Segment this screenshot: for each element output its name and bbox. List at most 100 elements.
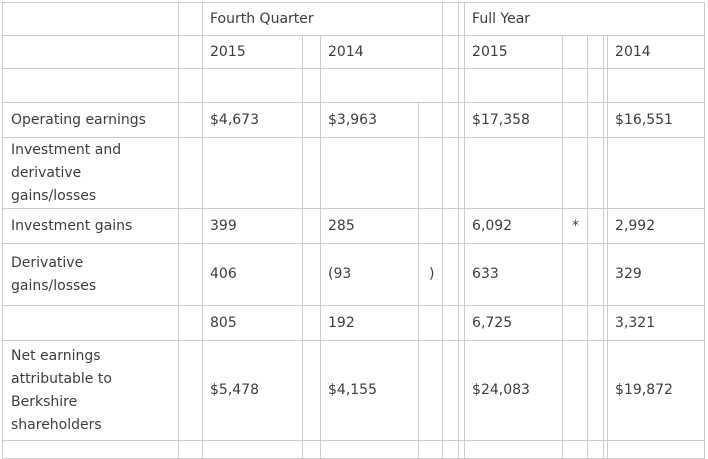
spacer-cell [587,208,605,244]
year-header: 2015 [464,35,564,69]
value-cell: 633 [464,243,564,306]
row-label-cell [2,68,179,103]
spacer-cell [442,102,460,138]
spacer-cell [178,68,203,103]
value-cell [319,68,444,103]
paren-cell [417,305,444,341]
value-cell [607,137,706,209]
value-cell: $5,478 [202,340,303,441]
value-cell [202,137,303,209]
value-cell: 399 [202,208,303,244]
paren-cell [417,102,444,138]
spacer-cell [178,243,203,306]
value-cell: $24,083 [464,340,564,441]
row-header-groups: Fourth Quarter Full Year [2,2,706,36]
paren-cell: ) [417,243,444,306]
value-cell [464,440,564,459]
corner-cell [2,2,179,36]
spacer-cell [302,137,321,209]
spacer-cell [178,137,203,209]
row-label-cell: Investment and derivative gains/losses [2,137,179,209]
row-investment-gains: Investment gains 399 285 6,092 * 2,992 [2,208,706,244]
year-header: 2015 [202,35,303,69]
value-cell: $3,963 [320,102,419,138]
footnote-cell [562,340,589,441]
row-label-cell: Derivative gains/losses [2,243,179,306]
row-operating-earnings: Operating earnings $4,673 $3,963 $17,358 $16… [2,102,706,138]
row-label-cell: Net earnings attributable to Berkshire s… [2,340,179,441]
value-cell [607,68,706,103]
spacer-cell [178,208,203,244]
spacer-cell [178,440,203,459]
row-tail [2,440,706,459]
row-net-earnings: Net earnings attributable to Berkshire s… [2,340,706,441]
column-group-header-full-year: Full Year [464,2,706,36]
value-cell [464,68,564,103]
spacer-cell [587,35,605,69]
value-cell: 6,092 [464,208,564,244]
spacer-cell [442,35,460,69]
paren-cell [417,208,444,244]
value-cell: (93 [320,243,419,306]
value-cell: $16,551 [607,102,706,138]
spacer-cell [442,340,460,441]
value-cell: 285 [320,208,419,244]
spacer-cell [178,35,203,69]
row-blank [2,68,706,103]
row-label-cell: Operating earnings [2,102,179,138]
spacer-cell [587,137,605,209]
value-cell [320,440,419,459]
spacer-cell [587,243,605,306]
value-cell: 3,321 [607,305,706,341]
spacer-cell [587,102,605,138]
spacer-cell [178,102,203,138]
year-header: 2014 [607,35,706,69]
row-header-years: 2015 2014 2015 2014 [2,35,706,69]
value-cell: $4,673 [202,102,303,138]
value-cell: 805 [202,305,303,341]
value-cell [202,440,303,459]
spacer-cell [302,68,321,103]
spacer-cell [442,68,460,103]
spacer-cell [442,208,460,244]
spacer-cell [178,340,203,441]
value-cell: 6,725 [464,305,564,341]
footnote-cell [562,35,589,69]
spacer-cell [302,340,321,441]
footnote-cell [562,102,589,138]
value-cell: 406 [202,243,303,306]
footnote-cell [562,305,589,341]
value-cell: 329 [607,243,706,306]
value-cell: 2,992 [607,208,706,244]
value-cell [202,68,303,103]
row-inv-der-label: Investment and derivative gains/losses [2,137,706,209]
spacer-cell [302,35,321,69]
spacer-cell [302,440,321,459]
column-group-header-fourth-quarter: Fourth Quarter [201,2,444,36]
spacer-cell [442,137,460,209]
row-subtotal: 805 192 6,725 3,321 [2,305,706,341]
value-cell: 192 [320,305,419,341]
row-label-cell [2,305,179,341]
spacer-cell [178,2,203,36]
spacer-cell [302,243,321,306]
row-label-cell: Investment gains [2,208,179,244]
row-label-cell [2,440,179,459]
footnote-cell [562,440,589,459]
footnote-cell [562,243,589,306]
footnote-cell [562,137,589,209]
value-cell [464,137,564,209]
spacer-cell [302,208,321,244]
spacer-cell [442,305,460,341]
row-label-cell [2,35,179,69]
footnote-cell: * [562,208,589,244]
value-cell: $4,155 [320,340,419,441]
row-derivative-gains: Derivative gains/losses 406 (93) 633 329 [2,243,706,306]
spacer-cell [442,243,460,306]
year-header: 2014 [319,35,444,69]
paren-cell [417,137,444,209]
spacer-cell [587,340,605,441]
value-cell: $19,872 [607,340,706,441]
